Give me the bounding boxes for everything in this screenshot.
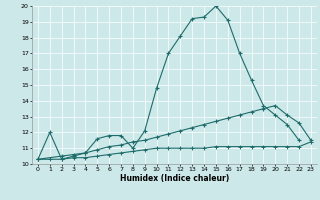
X-axis label: Humidex (Indice chaleur): Humidex (Indice chaleur): [120, 174, 229, 183]
